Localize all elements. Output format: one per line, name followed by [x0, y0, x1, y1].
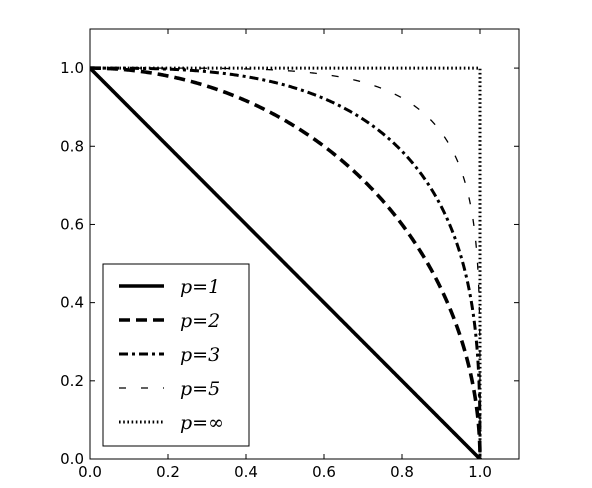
legend-label-4: p=5	[180, 378, 220, 400]
plot-frame	[89, 28, 520, 460]
y-tick-label: 0.4	[60, 294, 84, 312]
x-tick-label: 0.8	[390, 463, 414, 481]
series-line-2	[90, 66, 482, 459]
y-tick-label: 0.8	[60, 137, 84, 155]
ticks-layer: 0.0 0.2 0.4 0.6 0.8 1.0 0.0 0.2 0.4 0.6 0.8 1.0	[60, 29, 519, 481]
series-line-3	[90, 66, 482, 459]
y-tick-label: 0.6	[60, 215, 84, 233]
x-tick-label: 0.4	[234, 463, 258, 481]
y-tick-label: 0.0	[60, 450, 84, 468]
x-tick-label: 0.0	[78, 463, 102, 481]
legend-label-2: p=2	[180, 310, 220, 332]
x-tick-label: 1.0	[468, 463, 492, 481]
y-tick-label: 1.0	[60, 59, 84, 77]
legend-label-3: p=3	[180, 344, 220, 366]
legend-label-5: p=∞	[180, 412, 224, 434]
x-tick-label: 0.6	[312, 463, 336, 481]
legend: p=1 p=2 p=3 p=5 p=∞	[102, 263, 250, 447]
x-tick-label: 0.2	[156, 463, 180, 481]
series-line-1	[90, 66, 482, 459]
series-layer	[90, 66, 482, 459]
legend-label-1: p=1	[180, 276, 220, 298]
y-tick-label: 0.2	[60, 372, 84, 390]
